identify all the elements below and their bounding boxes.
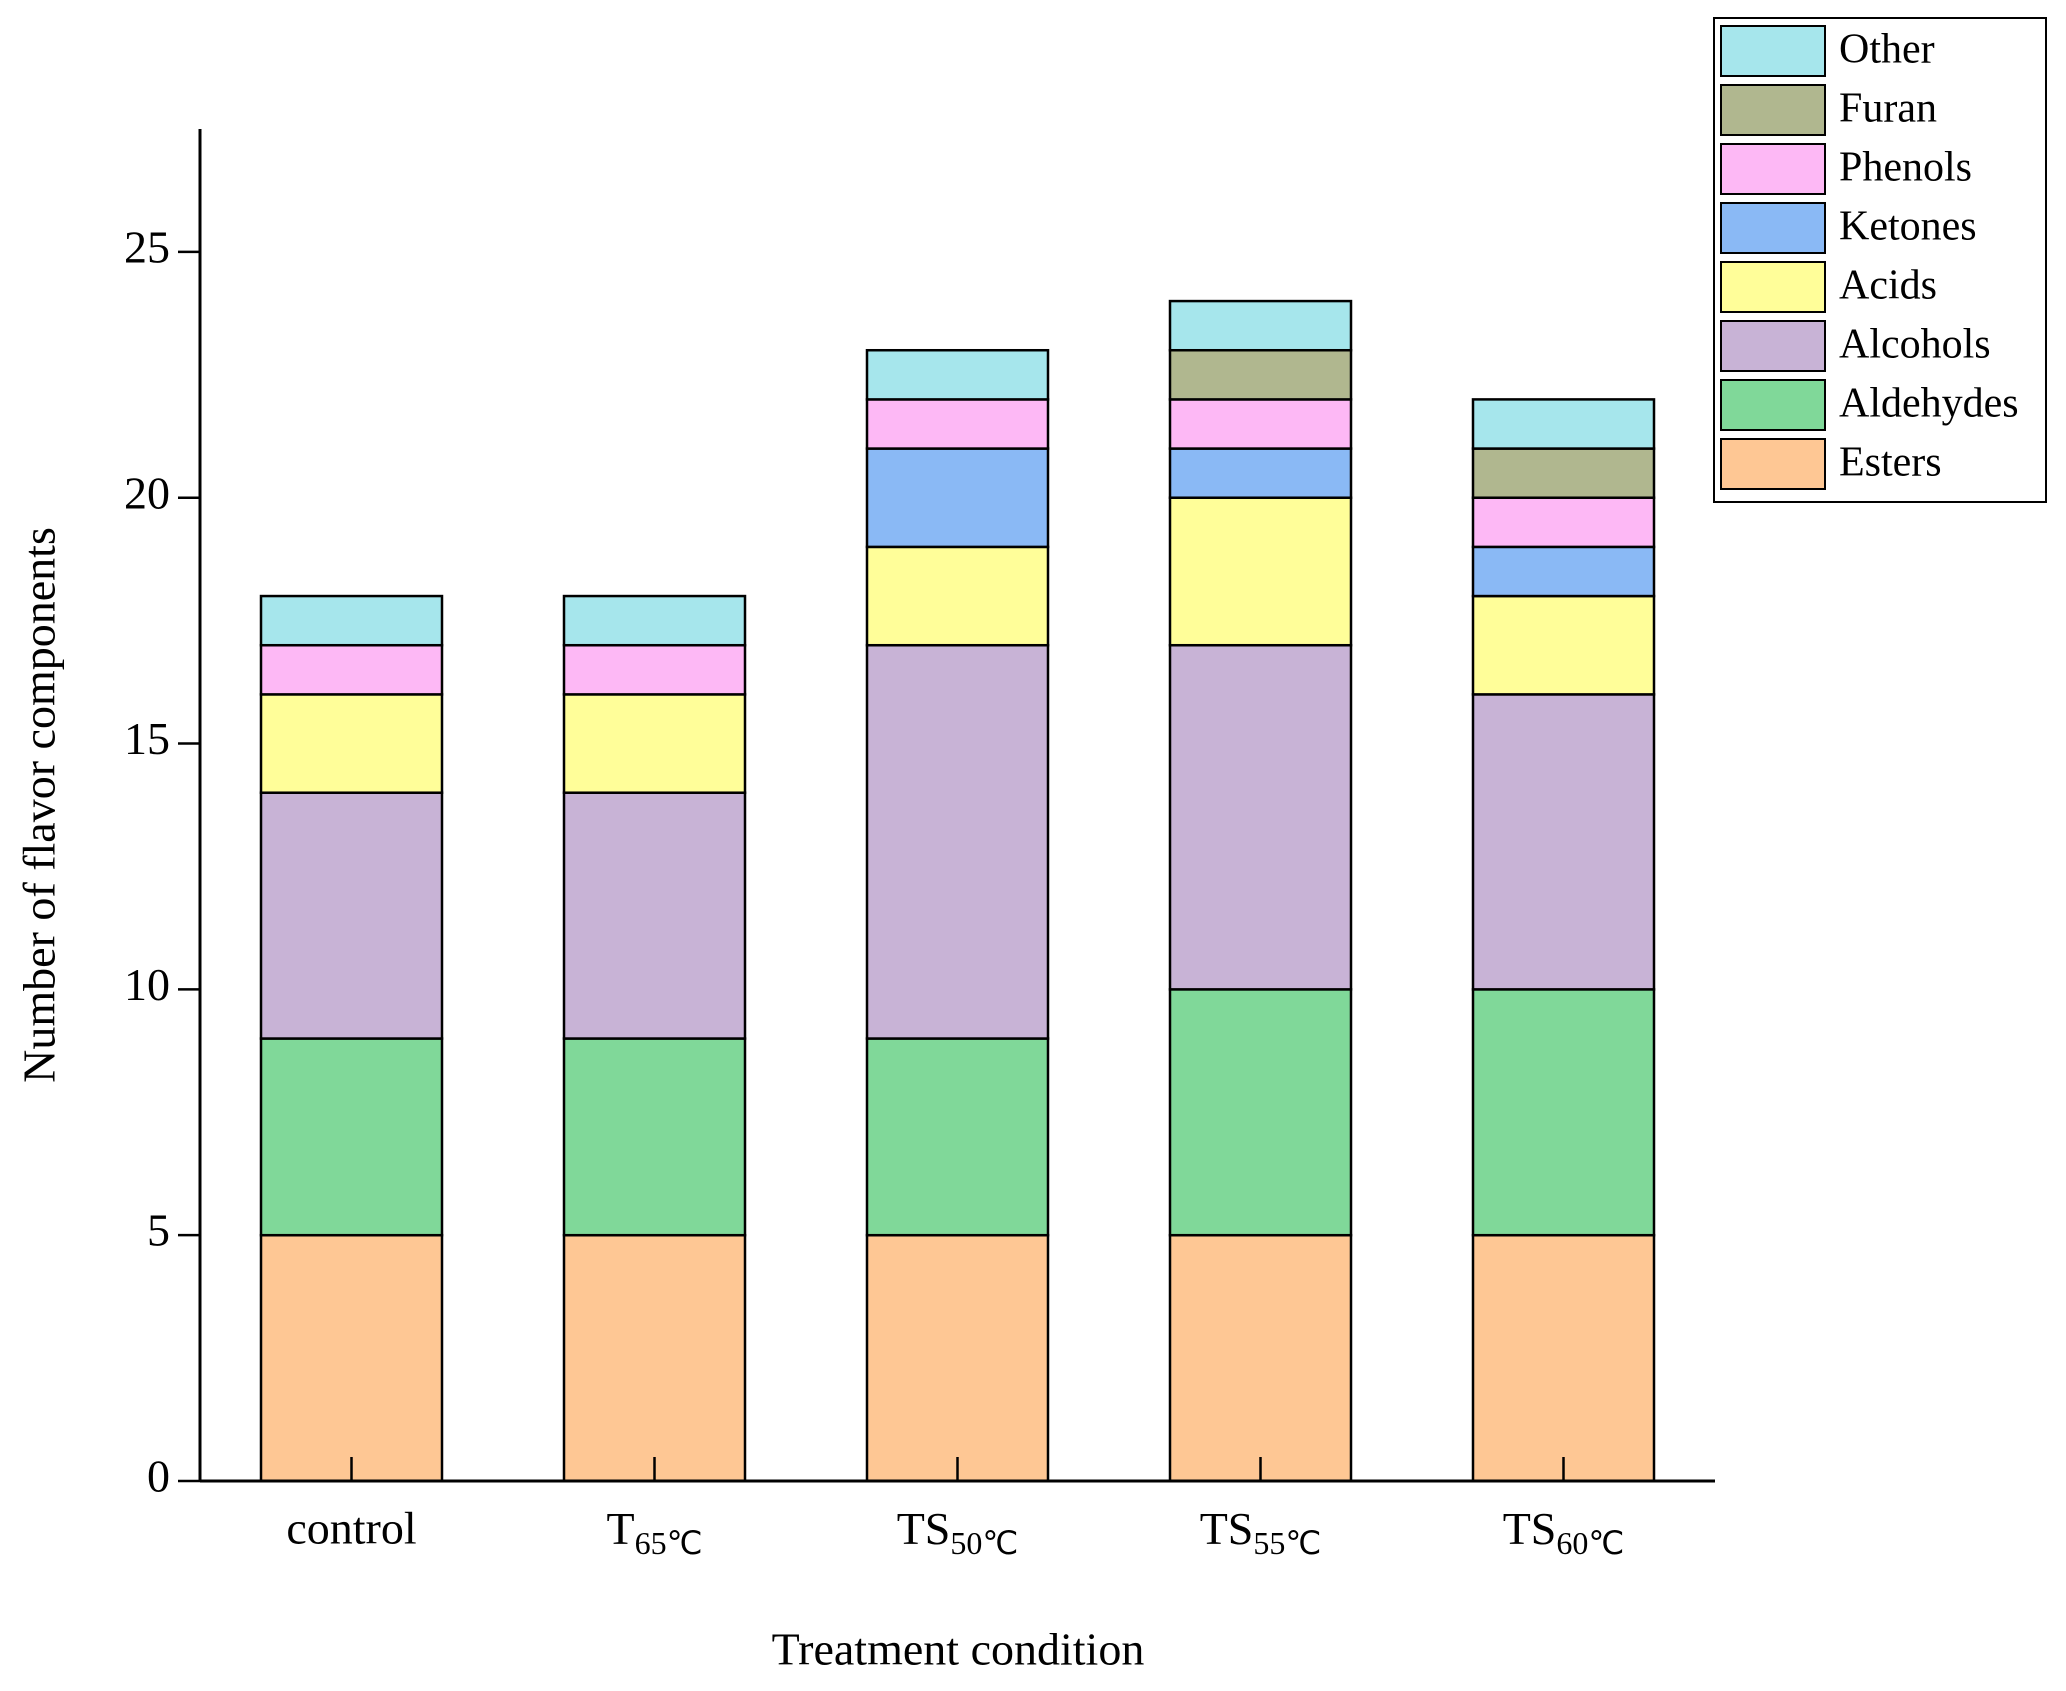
legend-swatch	[1720, 84, 1826, 136]
bar-segment	[1168, 299, 1353, 352]
bar-segment	[865, 1037, 1050, 1237]
bar-segment	[562, 1037, 747, 1237]
legend-label: Ketones	[1839, 204, 1977, 250]
legend-label: Other	[1839, 27, 1935, 73]
bar-segment	[1168, 447, 1353, 499]
bar-segment	[1471, 693, 1656, 991]
legend-swatch	[1720, 438, 1826, 490]
bar-segment	[865, 1233, 1050, 1483]
x-tick-label: TS50℃	[897, 1503, 1019, 1562]
bar-segment	[1168, 1233, 1353, 1483]
y-axis-title: Number of flavor components	[14, 527, 65, 1083]
bar-segment	[865, 643, 1050, 1040]
bar-segment	[259, 1233, 444, 1483]
x-tick-label: TS60℃	[1503, 1503, 1625, 1562]
bar-segment	[562, 643, 747, 696]
legend-swatch	[1720, 320, 1826, 372]
bar-segment	[1168, 988, 1353, 1237]
legend-label: Acids	[1839, 263, 1937, 309]
legend-swatch	[1720, 25, 1826, 77]
bar-segment	[562, 1233, 747, 1483]
bar-segment	[259, 594, 444, 647]
y-tick-label: 20	[124, 467, 170, 518]
bar-segment	[865, 447, 1050, 549]
bar-segment	[562, 693, 747, 794]
bar-segment	[562, 791, 747, 1040]
legend-label: Esters	[1839, 440, 1942, 486]
bar-segment	[259, 1037, 444, 1237]
legend-swatch	[1720, 379, 1826, 431]
bar-segment	[1471, 398, 1656, 450]
bar-segment	[1168, 348, 1353, 401]
y-tick-label: 5	[147, 1205, 170, 1256]
x-tick-label: T65℃	[606, 1503, 702, 1562]
bar-segment	[1471, 545, 1656, 598]
legend-label: Phenols	[1839, 145, 1972, 191]
bar-segment	[865, 545, 1050, 647]
bar-segment	[1168, 496, 1353, 647]
legend-swatch	[1720, 143, 1826, 195]
y-tick-label: 25	[124, 221, 170, 272]
bar-segment	[1471, 988, 1656, 1237]
x-tick-label: control	[286, 1503, 416, 1554]
y-tick-label: 15	[124, 713, 170, 764]
bar-segment	[259, 643, 444, 696]
legend-swatch	[1720, 261, 1826, 313]
bar-segment	[259, 693, 444, 794]
bar-segment	[259, 791, 444, 1040]
bar-segment	[1168, 398, 1353, 450]
bar-segment	[865, 348, 1050, 401]
bar-segment	[865, 398, 1050, 450]
bar-segment	[1168, 643, 1353, 991]
bar-segment	[1471, 496, 1656, 549]
bar-segment	[1471, 447, 1656, 499]
legend-label: Alcohols	[1839, 322, 1991, 368]
bar-segment	[1471, 1233, 1656, 1483]
legend-swatch	[1720, 202, 1826, 254]
y-tick-label: 0	[147, 1451, 170, 1502]
bar-segment	[562, 594, 747, 647]
x-tick-label: TS55℃	[1200, 1503, 1322, 1562]
bar-segment	[1471, 594, 1656, 696]
legend-label: Aldehydes	[1839, 381, 2019, 427]
y-tick-label: 10	[124, 959, 170, 1010]
x-axis-title: Treatment condition	[772, 1624, 1145, 1675]
legend-label: Furan	[1839, 86, 1937, 132]
